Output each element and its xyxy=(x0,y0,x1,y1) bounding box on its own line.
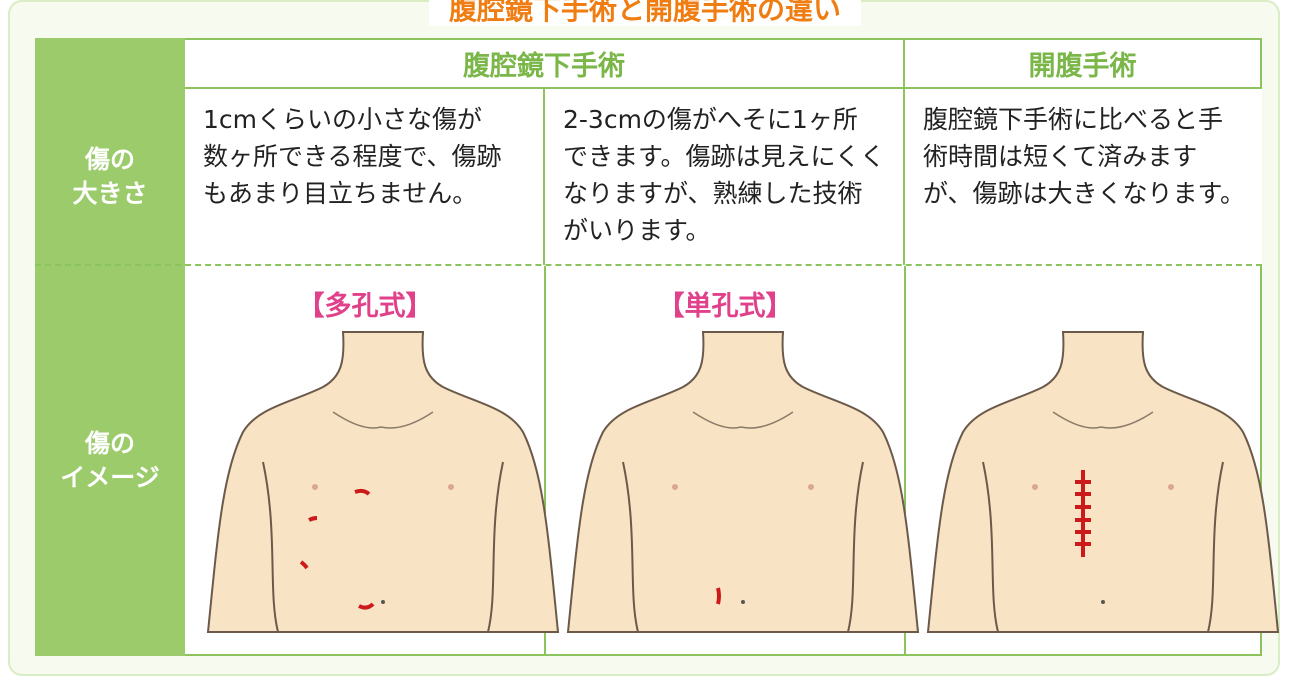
row-label: 傷の イメージ xyxy=(35,266,185,656)
text-line: 1cmくらいの小さな傷が xyxy=(203,105,483,134)
column-header: 開腹手術 xyxy=(905,38,1262,89)
divider xyxy=(35,264,1262,266)
text-line: 術時間は短くて済みます xyxy=(923,142,1198,171)
torso xyxy=(207,331,559,633)
text-line: イメージ xyxy=(60,463,160,492)
text-line: なりますが、熟練した技術 xyxy=(563,179,863,208)
text-line: 2-3cmの傷がへそに1ヶ所 xyxy=(563,105,858,134)
text-line: 傷の xyxy=(84,429,135,458)
torso xyxy=(567,331,919,633)
torso xyxy=(927,331,1279,633)
text-line: 大きさ xyxy=(72,179,148,208)
text-line: できます。傷跡は見えにくく xyxy=(563,142,886,171)
column-divider xyxy=(904,266,906,656)
title: 腹腔鏡下手術と開腹手術の違い xyxy=(0,0,1290,28)
column-divider xyxy=(544,266,546,656)
title-text: 腹腔鏡下手術と開腹手術の違い xyxy=(428,0,861,26)
cell-text: 2-3cmの傷がへそに1ヶ所 できます。傷跡は見えにくく なりますが、熟練した技術が… xyxy=(545,89,905,265)
cell-text: 1cmくらいの小さな傷が 数ヶ所できる程度で、傷跡 もあまり目立ちません。 xyxy=(185,89,545,265)
cell-label: 【単孔式】 xyxy=(657,291,793,322)
row-label: 傷の 大きさ xyxy=(35,89,185,265)
column-header: 腹腔鏡下手術 xyxy=(185,38,905,89)
text-line: が、傷跡は大きくなります。 xyxy=(923,179,1246,208)
text-line: がいります。 xyxy=(563,216,711,245)
text-line: 傷の xyxy=(84,145,135,174)
cell-text: 腹腔鏡下手術に比べると手 術時間は短くて済みますが、傷跡は大きくなります。 xyxy=(905,89,1262,265)
text-line: 数ヶ所できる程度で、傷跡 xyxy=(203,142,502,171)
text-line: もあまり目立ちません。 xyxy=(203,179,478,208)
row-header-column xyxy=(35,38,185,656)
text-line: 腹腔鏡下手術に比べると手 xyxy=(923,105,1224,134)
cell-label: 【多孔式】 xyxy=(297,291,433,322)
